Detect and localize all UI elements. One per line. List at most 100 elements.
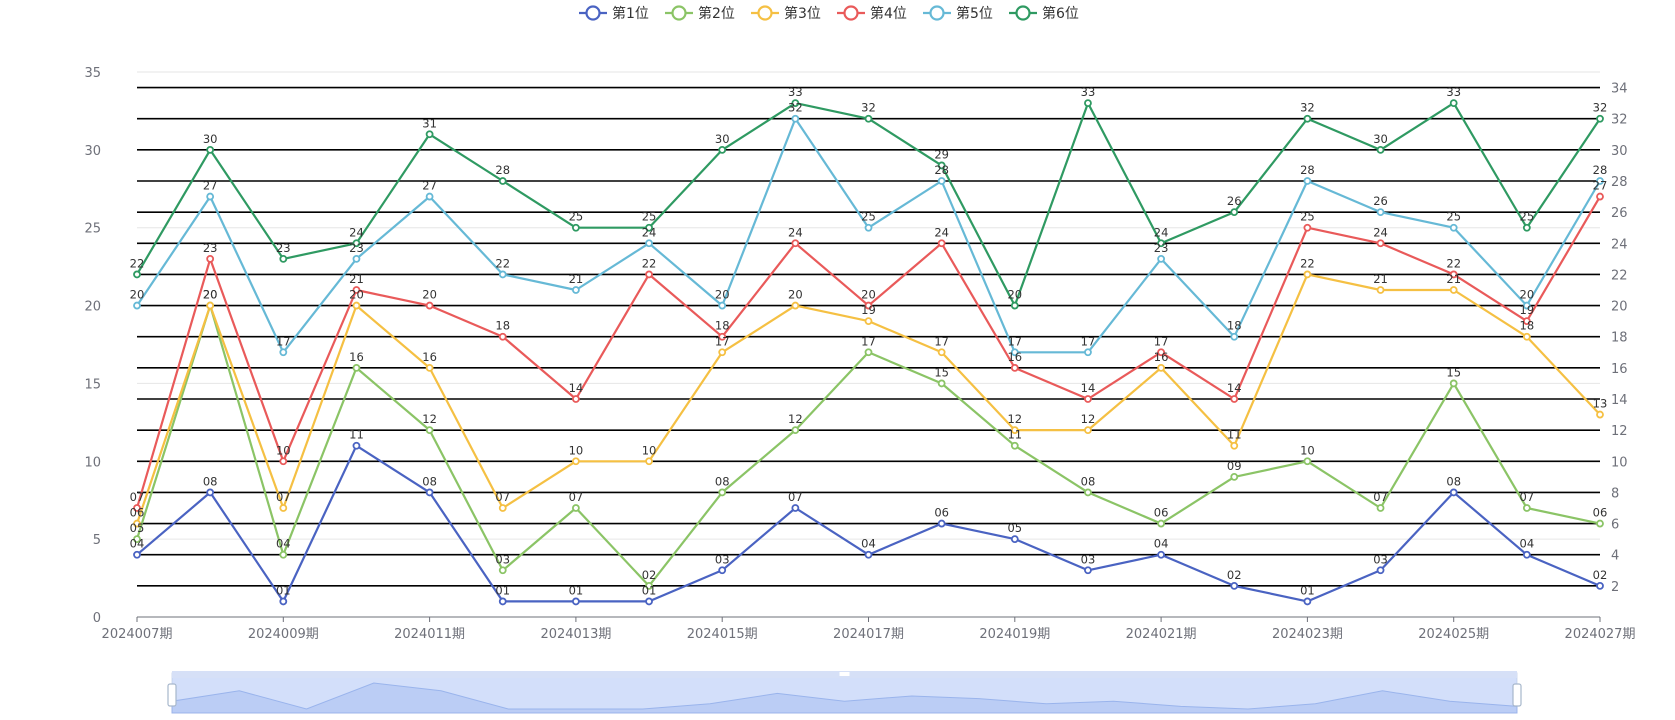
data-point[interactable] <box>718 348 727 357</box>
data-point[interactable] <box>206 145 215 154</box>
data-point[interactable] <box>498 270 507 279</box>
data-point[interactable] <box>1157 519 1165 528</box>
data-point[interactable] <box>1596 410 1604 419</box>
data-point[interactable] <box>791 301 800 310</box>
data-point[interactable] <box>864 317 873 326</box>
data-point[interactable] <box>645 270 653 279</box>
data-point[interactable] <box>498 597 507 606</box>
data-point[interactable] <box>1157 348 1165 357</box>
data-point[interactable] <box>1084 395 1092 403</box>
data-point[interactable] <box>645 223 653 232</box>
data-point[interactable] <box>1596 192 1604 201</box>
data-point[interactable] <box>1230 441 1239 450</box>
data-point[interactable] <box>1230 332 1239 341</box>
data-point[interactable] <box>937 239 946 248</box>
data-point[interactable] <box>1010 363 1019 372</box>
data-point[interactable] <box>864 223 873 232</box>
data-point[interactable] <box>425 130 434 139</box>
data-point[interactable] <box>1230 208 1239 217</box>
data-point[interactable] <box>279 254 288 263</box>
data-point[interactable] <box>791 99 800 108</box>
data-point[interactable] <box>1376 239 1385 248</box>
data-point[interactable] <box>718 145 727 154</box>
data-point[interactable] <box>352 363 361 372</box>
data-point[interactable] <box>1522 550 1531 559</box>
data-point[interactable] <box>1303 223 1312 232</box>
data-point[interactable] <box>352 286 361 294</box>
data-point[interactable] <box>1449 379 1458 388</box>
data-point[interactable] <box>206 301 215 310</box>
data-point[interactable] <box>1084 99 1092 108</box>
data-point[interactable] <box>1449 488 1458 497</box>
data-point[interactable] <box>718 566 727 575</box>
data-point[interactable] <box>1084 426 1092 435</box>
data-point[interactable] <box>352 441 361 450</box>
data-point[interactable] <box>791 114 800 123</box>
data-point[interactable] <box>498 177 507 185</box>
zoom-start-handle[interactable] <box>167 683 177 707</box>
data-point[interactable] <box>133 504 141 512</box>
data-point[interactable] <box>1303 270 1312 279</box>
data-point[interactable] <box>1084 566 1092 575</box>
data-point[interactable] <box>1157 550 1165 559</box>
data-point[interactable] <box>1376 504 1385 512</box>
data-point[interactable] <box>1522 317 1531 326</box>
data-point[interactable] <box>1449 99 1458 108</box>
data-point[interactable] <box>645 581 653 590</box>
data-point[interactable] <box>1303 597 1312 606</box>
data-point[interactable] <box>279 504 288 512</box>
data-point[interactable] <box>352 301 361 310</box>
data-point[interactable] <box>352 254 361 263</box>
data-point[interactable] <box>937 348 946 357</box>
data-point[interactable] <box>279 550 288 559</box>
data-point[interactable] <box>1376 286 1385 294</box>
data-point[interactable] <box>1522 504 1531 512</box>
data-point[interactable] <box>425 363 434 372</box>
data-point[interactable] <box>791 426 800 435</box>
data-point[interactable] <box>718 332 727 341</box>
data-point[interactable] <box>1010 535 1019 544</box>
data-point[interactable] <box>425 426 434 435</box>
data-point[interactable] <box>133 301 141 310</box>
data-point[interactable] <box>279 597 288 606</box>
data-point[interactable] <box>645 239 653 248</box>
zoom-selection[interactable] <box>172 673 1517 713</box>
data-point[interactable] <box>937 519 946 528</box>
data-point[interactable] <box>572 223 580 232</box>
data-point[interactable] <box>645 457 653 466</box>
data-point[interactable] <box>1522 223 1531 232</box>
data-point[interactable] <box>718 488 727 497</box>
legend-item[interactable]: 第1位 <box>579 5 649 22</box>
data-point[interactable] <box>1010 426 1019 435</box>
data-point[interactable] <box>1230 581 1239 590</box>
data-point[interactable] <box>1303 177 1312 185</box>
data-point[interactable] <box>498 332 507 341</box>
data-point[interactable] <box>1230 395 1239 403</box>
data-point[interactable] <box>133 535 141 544</box>
data-point[interactable] <box>133 270 141 279</box>
data-point[interactable] <box>937 177 946 185</box>
data-point[interactable] <box>425 301 434 310</box>
data-point[interactable] <box>206 254 215 263</box>
legend-item[interactable]: 第6位 <box>1009 5 1079 22</box>
data-point[interactable] <box>937 161 946 170</box>
data-point[interactable] <box>1596 519 1604 528</box>
legend-item[interactable]: 第5位 <box>923 5 993 22</box>
data-point[interactable] <box>1230 472 1239 481</box>
data-point[interactable] <box>864 301 873 310</box>
data-point[interactable] <box>1157 254 1165 263</box>
data-point[interactable] <box>572 395 580 403</box>
data-point[interactable] <box>791 239 800 248</box>
data-point[interactable] <box>791 504 800 512</box>
data-point[interactable] <box>1449 223 1458 232</box>
data-point[interactable] <box>1376 566 1385 575</box>
data-point[interactable] <box>572 286 580 294</box>
data-point[interactable] <box>937 379 946 388</box>
data-point[interactable] <box>572 457 580 466</box>
data-point[interactable] <box>572 597 580 606</box>
data-point[interactable] <box>352 239 361 248</box>
data-point[interactable] <box>1522 332 1531 341</box>
data-point[interactable] <box>572 504 580 512</box>
data-point[interactable] <box>1376 208 1385 217</box>
data-point[interactable] <box>133 550 141 559</box>
